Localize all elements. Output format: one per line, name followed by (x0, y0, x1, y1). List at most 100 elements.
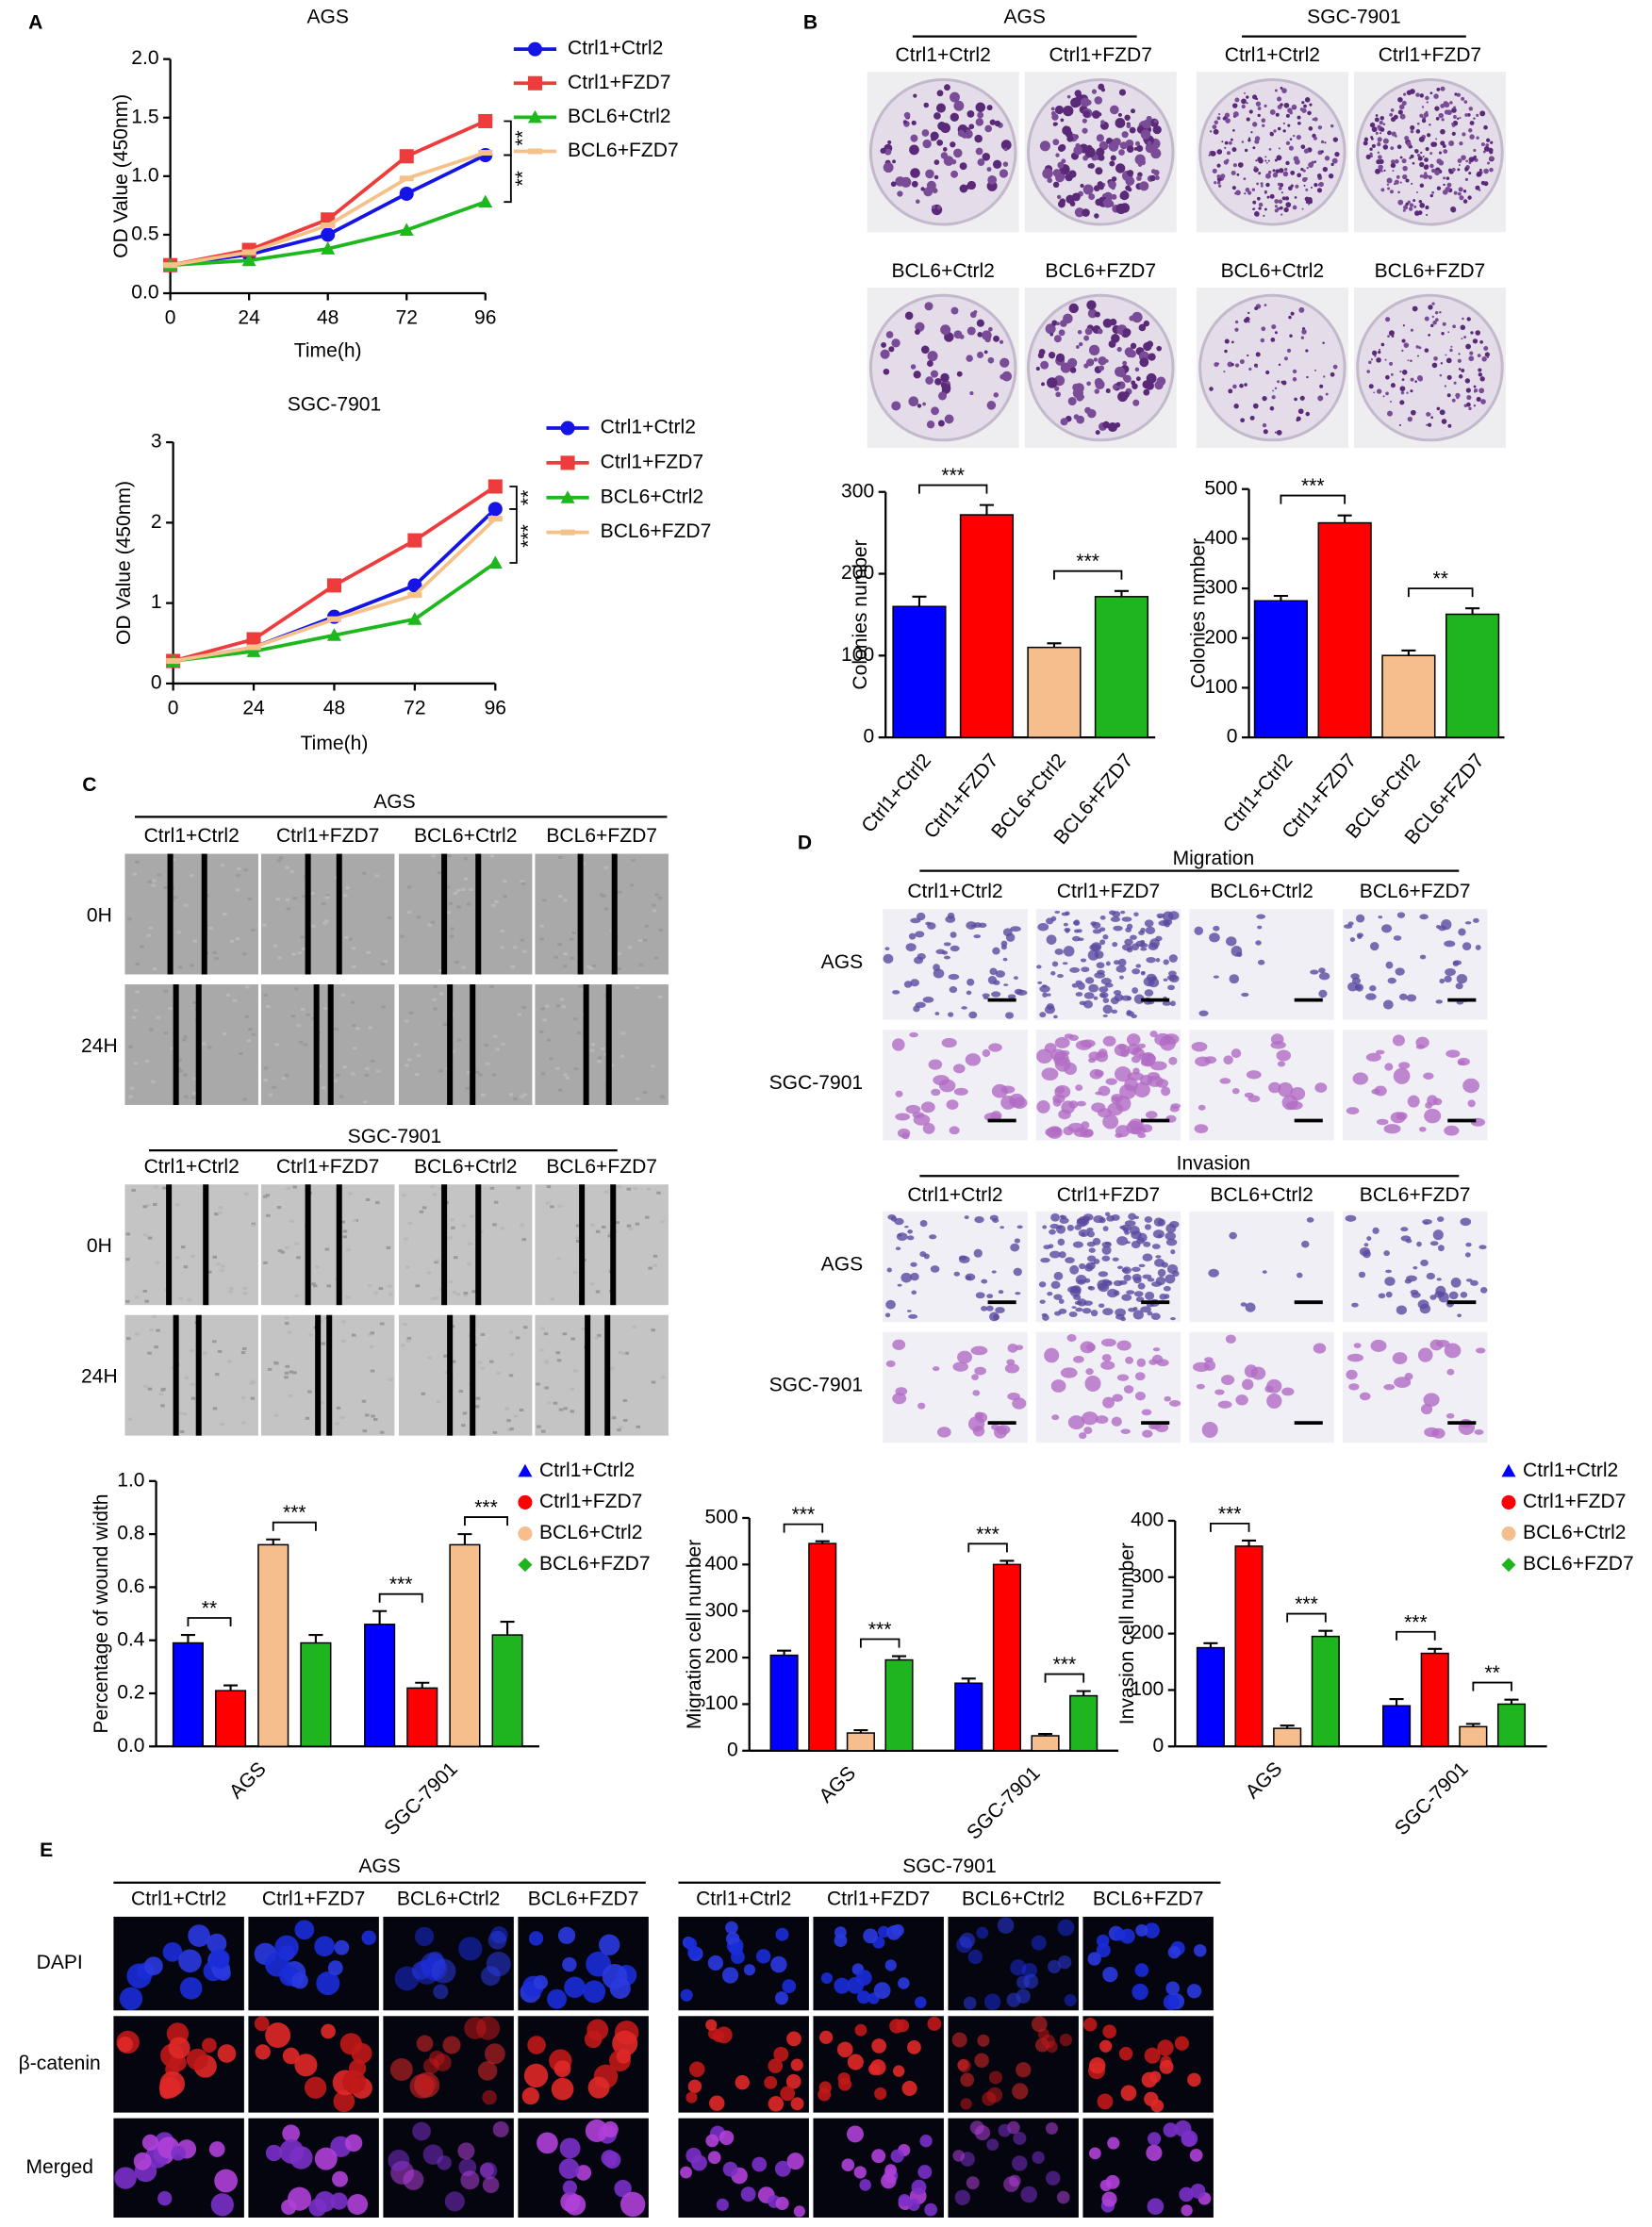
texture (151, 1081, 156, 1083)
texture (433, 985, 438, 988)
cell (971, 1374, 979, 1380)
colony (1439, 152, 1442, 155)
colony (1371, 138, 1374, 140)
cell (1116, 965, 1127, 973)
colony (1407, 91, 1412, 95)
x-tick-label: SGC-7901 (380, 1758, 462, 1840)
cell (953, 1064, 966, 1073)
texture (131, 1189, 136, 1192)
colony (1379, 132, 1381, 134)
texture (366, 1198, 371, 1201)
colony (1379, 116, 1384, 121)
nucleus (780, 2087, 795, 2102)
texture (652, 1381, 656, 1384)
colony (1109, 141, 1119, 152)
nucleus (1148, 2132, 1161, 2145)
texture (370, 1331, 374, 1334)
cell (1135, 1372, 1146, 1380)
significance-label: *** (1053, 1654, 1077, 1675)
texture (400, 935, 405, 938)
colony (1399, 424, 1401, 426)
cell (1082, 1411, 1099, 1425)
colony (1252, 201, 1256, 205)
texture (245, 985, 250, 988)
colony (1303, 105, 1307, 108)
error-bar (501, 1622, 515, 1635)
colony (1378, 137, 1382, 141)
colony (1467, 195, 1471, 199)
colony (1473, 118, 1475, 120)
colony (1441, 332, 1444, 335)
column-label: Ctrl1+Ctrl2 (696, 1888, 791, 1909)
nucleus (160, 2071, 185, 2096)
cell (1073, 1242, 1083, 1248)
cell (950, 986, 957, 993)
nucleus (735, 2075, 750, 2089)
cell (1074, 919, 1081, 926)
texture (191, 1397, 196, 1400)
texture (633, 1187, 637, 1190)
texture (456, 1293, 461, 1295)
cell (900, 1273, 912, 1283)
nucleus (770, 1956, 787, 1973)
colony (953, 330, 962, 338)
y-axis-label: Colonies number (1187, 538, 1209, 688)
colony (1061, 418, 1068, 425)
cell (1099, 927, 1105, 932)
cell (1164, 1396, 1171, 1402)
significance-label: ** (202, 1598, 217, 1620)
wound-edge (447, 1315, 453, 1436)
cell (896, 1246, 900, 1250)
cell (1142, 1410, 1152, 1416)
bar (173, 1643, 204, 1747)
texture (277, 1206, 282, 1209)
cell (1059, 1299, 1065, 1304)
colony (1153, 125, 1162, 134)
colony (1276, 113, 1280, 117)
colony (1297, 419, 1299, 421)
texture (169, 1007, 173, 1010)
y-tick-label: 0 (1227, 726, 1238, 748)
colony (913, 94, 917, 98)
cell (1074, 1225, 1081, 1230)
texture (173, 896, 178, 899)
colony (986, 167, 991, 172)
cell (1139, 1264, 1146, 1267)
texture (619, 1426, 623, 1428)
texture (620, 1055, 625, 1058)
colony (1294, 398, 1297, 402)
colony (1470, 331, 1473, 334)
cell (1167, 985, 1175, 991)
colony (1094, 185, 1100, 191)
nucleus (717, 2199, 729, 2211)
cell (1091, 1310, 1098, 1316)
colony (1483, 346, 1488, 351)
colony (924, 302, 933, 310)
cell (1101, 1339, 1116, 1347)
texture (510, 1353, 515, 1356)
cell (1087, 1256, 1096, 1262)
colony (940, 373, 949, 382)
nucleus (188, 1924, 210, 1947)
colony (1278, 183, 1280, 186)
nucleus (209, 2141, 225, 2157)
texture (303, 1044, 307, 1047)
nucleus (431, 1958, 455, 1983)
texture (268, 1368, 273, 1371)
texture (504, 1408, 509, 1410)
texture (297, 1024, 302, 1027)
colony (953, 95, 959, 101)
texture (192, 940, 197, 943)
texture (183, 1074, 188, 1077)
texture (447, 854, 452, 857)
colony (933, 137, 937, 141)
cell (1170, 1103, 1181, 1109)
wound-image (124, 984, 257, 1105)
texture (242, 1347, 247, 1350)
cell (1015, 1292, 1020, 1295)
colony (1070, 367, 1077, 373)
cell (1161, 1086, 1170, 1096)
colony (1127, 145, 1134, 153)
cell (910, 917, 920, 923)
texture (461, 966, 466, 969)
